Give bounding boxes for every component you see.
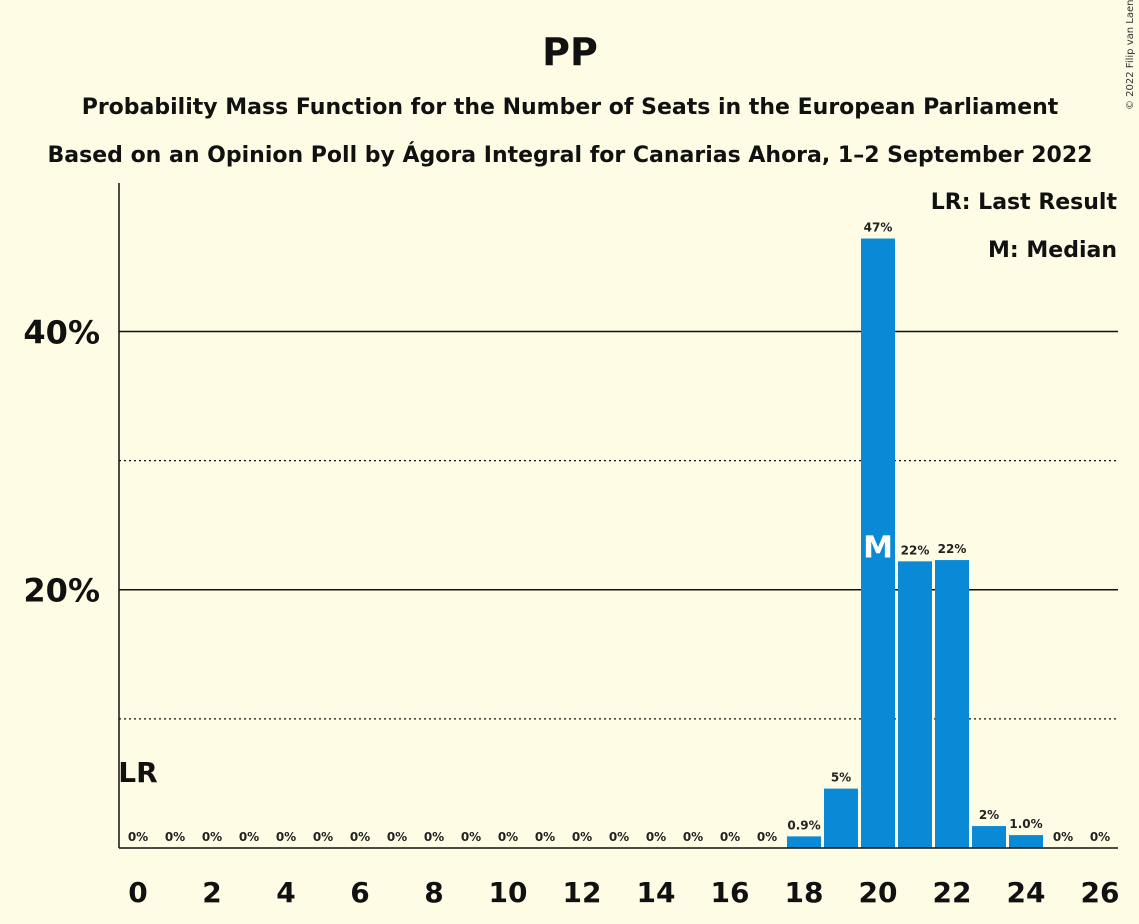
bar-value-label: 0% bbox=[535, 830, 555, 844]
legend-last-result: LR: Last Result bbox=[931, 190, 1118, 215]
bar-value-label: 1.0% bbox=[1009, 817, 1042, 831]
bar-value-label: 0% bbox=[683, 830, 703, 844]
bar-value-label: 0% bbox=[350, 830, 370, 844]
chart-subtitle-1: Probability Mass Function for the Number… bbox=[82, 95, 1059, 120]
bar-value-label: 0% bbox=[424, 830, 444, 844]
bar-seat-23 bbox=[972, 826, 1006, 848]
bar-seat-19 bbox=[824, 788, 858, 848]
x-tick-label: 6 bbox=[350, 876, 369, 909]
bar-value-label: 0% bbox=[1090, 830, 1110, 844]
last-result-marker: LR bbox=[118, 756, 157, 789]
bar-value-label: 0% bbox=[757, 830, 777, 844]
bar-value-label: 0% bbox=[313, 830, 333, 844]
bar-value-label: 0% bbox=[572, 830, 592, 844]
legend-median: M: Median bbox=[988, 238, 1117, 263]
bar-seat-21 bbox=[898, 561, 932, 848]
y-tick-label: 40% bbox=[23, 313, 100, 351]
x-tick-label: 26 bbox=[1081, 876, 1120, 909]
x-tick-label: 16 bbox=[711, 876, 750, 909]
x-tick-label: 20 bbox=[859, 876, 898, 909]
bar-seat-18 bbox=[787, 836, 821, 848]
bar-value-label: 0% bbox=[461, 830, 481, 844]
bar-value-label: 0% bbox=[498, 830, 518, 844]
x-tick-label: 18 bbox=[785, 876, 824, 909]
bars: 0% 0% 0% 0% 0% 0% 0% 0% 0% 0% 0% 0% 0% 0% 0% 0% 0% 0% 0.9%… bbox=[118, 221, 1110, 848]
bar-value-label: 0% bbox=[128, 830, 148, 844]
x-tick-label: 22 bbox=[933, 876, 972, 909]
bar-value-label: 0.9% bbox=[787, 818, 820, 832]
x-tick-label: 8 bbox=[424, 876, 443, 909]
bar-seat-24 bbox=[1009, 835, 1043, 848]
x-tick-label: 2 bbox=[202, 876, 221, 909]
bar-value-label: 0% bbox=[720, 830, 740, 844]
bar-seat-20 bbox=[861, 238, 895, 848]
bar-value-label: 0% bbox=[1053, 830, 1073, 844]
chart-subtitle-2: Based on an Opinion Poll by Ágora Integr… bbox=[48, 142, 1093, 168]
bar-value-label: 22% bbox=[901, 543, 930, 557]
bar-value-label: 0% bbox=[165, 830, 185, 844]
bar-value-label: 0% bbox=[239, 830, 259, 844]
chart-title: PP bbox=[542, 30, 598, 74]
bar-seat-22 bbox=[935, 560, 969, 848]
x-tick-label: 14 bbox=[637, 876, 676, 909]
x-tick-label: 12 bbox=[563, 876, 602, 909]
bar-value-label: 0% bbox=[646, 830, 666, 844]
x-tick-label: 10 bbox=[489, 876, 528, 909]
x-tick-label: 24 bbox=[1007, 876, 1046, 909]
bar-value-label: 0% bbox=[202, 830, 222, 844]
y-tick-label: 20% bbox=[23, 572, 100, 610]
x-tick-label: 0 bbox=[128, 876, 147, 909]
bar-value-label: 5% bbox=[831, 771, 851, 785]
bar-value-label: 47% bbox=[864, 221, 893, 235]
x-tick-label: 4 bbox=[276, 876, 295, 909]
bar-value-label: 0% bbox=[276, 830, 296, 844]
bar-value-label: 2% bbox=[979, 808, 999, 822]
bar-value-label: 0% bbox=[387, 830, 407, 844]
copyright-note: © 2022 Filip van Laenen bbox=[1125, 0, 1136, 110]
axes: 20%40%0 2 4 6 8 10 12 14 16 18 20 22 24 26 bbox=[23, 183, 1119, 909]
bar-value-label: 0% bbox=[609, 830, 629, 844]
bar-value-label: 22% bbox=[938, 542, 967, 556]
median-marker: M bbox=[863, 531, 893, 566]
